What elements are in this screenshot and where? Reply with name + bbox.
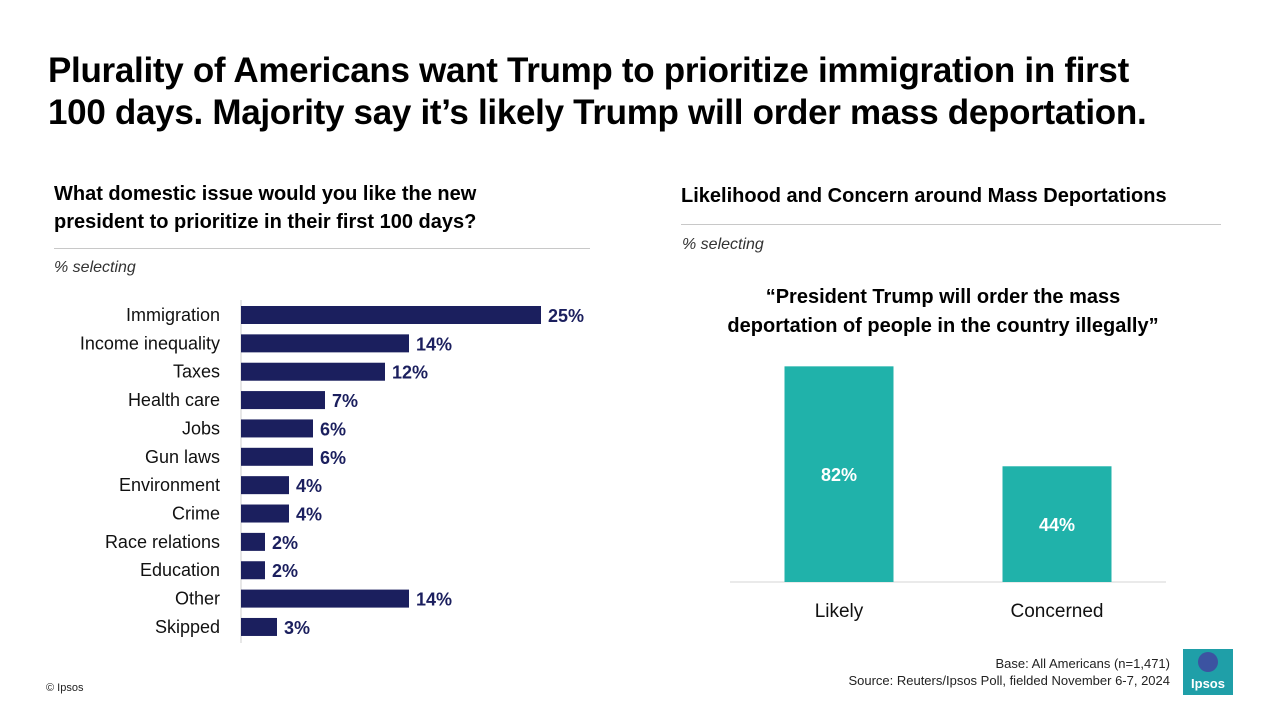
copyright: © Ipsos [46,682,84,694]
category-label: Environment [119,475,220,495]
category-label: Jobs [182,418,220,438]
category-label: Gun laws [145,447,220,467]
bar [241,391,325,410]
data-label: 2% [272,533,298,553]
left-chart-question: What domestic issue would you like the n… [54,180,594,236]
category-label: Income inequality [80,333,220,353]
left-question-line-2: president to prioritize in their first 1… [54,211,477,233]
footer-base: Base: All Americans (n=1,471) [995,656,1170,671]
logo-mark-icon [1198,652,1218,672]
data-label: 14% [416,590,452,610]
category-label: Immigration [126,305,220,325]
title-line-1: Plurality of Americans want Trump to pri… [48,51,1129,90]
data-label: 12% [392,363,428,383]
data-label: 14% [416,334,452,354]
bar [241,362,385,381]
bar [241,334,409,353]
data-label: 25% [548,306,584,326]
data-label: 4% [296,476,322,496]
bar [241,532,265,551]
bar [241,504,289,523]
quote-line-1: “President Trump will order the mass [765,286,1121,308]
data-label: 4% [296,505,322,525]
right-heading-text: Likelihood and Concern around Mass Depor… [681,185,1167,207]
page-title: Plurality of Americans want Trump to pri… [48,50,1248,134]
category-label: Crime [172,504,220,524]
column-category-label: Likely [815,601,864,622]
category-label: Education [140,560,220,580]
data-label: 3% [284,618,310,638]
data-label: 6% [320,448,346,468]
quote-line-2: deportation of people in the country ill… [727,315,1159,337]
column [784,366,894,582]
data-label: 7% [332,391,358,411]
logo-text: Ipsos [1191,676,1225,691]
left-divider [54,248,590,249]
category-label: Skipped [155,617,220,637]
left-question-line-1: What domestic issue would you like the n… [54,183,477,205]
column [1002,466,1112,582]
right-chart-heading: Likelihood and Concern around Mass Depor… [681,183,1167,209]
footer-source-text: Source: Reuters/Ipsos Poll, fielded Nove… [848,673,1170,688]
category-label: Race relations [105,532,220,552]
column-category-label: Concerned [1011,601,1104,622]
right-note: % selecting [682,236,764,253]
bar [241,306,541,324]
bar [241,476,289,495]
title-line-2: 100 days. Majority say it’s likely Trump… [48,93,1147,132]
bar [241,419,313,438]
left-note: % selecting [54,259,136,276]
category-label: Taxes [173,362,220,382]
right-chart-quote: “President Trump will order the mass dep… [680,283,1206,341]
category-label: Health care [128,390,220,410]
column-data-label: 82% [821,465,857,485]
right-divider [681,224,1221,225]
data-label: 2% [272,561,298,581]
footer-source: Base: All Americans (n=1,471) Source: Re… [848,655,1170,689]
data-label: 6% [320,419,346,439]
category-label: Other [175,589,220,609]
column-data-label: 44% [1039,515,1075,535]
bar [241,561,265,580]
bar [241,617,277,636]
bar [241,589,409,608]
bar [241,447,313,466]
